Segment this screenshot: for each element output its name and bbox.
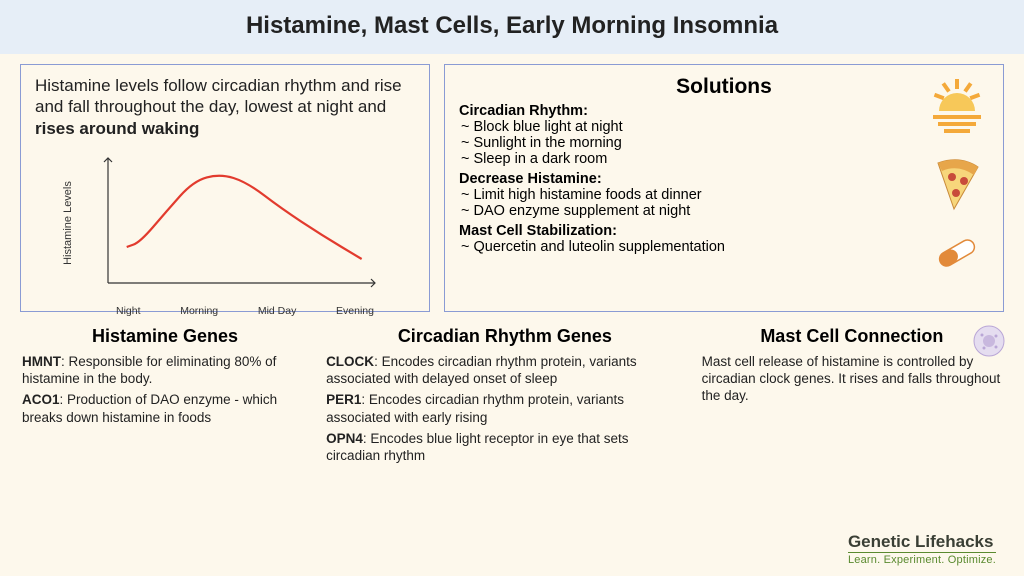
gene-opn4: OPN4: Encodes blue light receptor in eye… [326,430,684,465]
sol-heading-0: Circadian Rhythm: [459,103,879,119]
gene-clock: CLOCK: Encodes circadian rhythm protein,… [326,353,684,388]
histamine-rhythm-panel: Histamine levels follow circadian rhythm… [20,64,430,312]
brand-tagline: Learn. Experiment. Optimize. [848,552,996,566]
histamine-chart: Histamine Levels Night Morning Mid Day E… [80,143,380,303]
solutions-title: Solutions [459,75,989,99]
intro-text: Histamine levels follow circadian rhythm… [35,75,415,139]
sol-item-1-1: ~ DAO enzyme supplement at night [461,203,879,219]
sol-heading-2: Mast Cell Stabilization: [459,223,879,239]
top-row: Histamine levels follow circadian rhythm… [0,54,1024,318]
mast-cell-title: Mast Cell Connection [702,326,1002,347]
circadian-genes-title: Circadian Rhythm Genes [326,326,684,347]
histamine-genes-title: Histamine Genes [22,326,308,347]
solutions-body: Circadian Rhythm: ~ Block blue light at … [459,103,879,255]
sol-item-0-2: ~ Sleep in a dark room [461,151,879,167]
chart-x-labels: Night Morning Mid Day Evening [110,305,380,317]
chart-y-label: Histamine Levels [62,181,74,265]
gene-hmnt: HMNT: Responsible for eliminating 80% of… [22,353,308,388]
gene-per1: PER1: Encodes circadian rhythm protein, … [326,391,684,426]
footer-brand: Genetic Lifehacks Learn. Experiment. Opt… [848,532,996,566]
sol-item-1-0: ~ Limit high histamine foods at dinner [461,187,879,203]
circadian-genes-col: Circadian Rhythm Genes CLOCK: Encodes ci… [326,326,684,469]
pill-icon [932,233,982,273]
cell-icon [972,324,1006,358]
intro-bold: rises around waking [35,119,199,138]
pizza-icon [932,157,982,211]
chart-svg [80,143,380,303]
histamine-genes-col: Histamine Genes HMNT: Responsible for el… [22,326,308,469]
x-label-1: Morning [180,305,218,317]
sol-heading-1: Decrease Histamine: [459,171,879,187]
intro-pre: Histamine levels follow circadian rhythm… [35,76,402,116]
sol-item-0-0: ~ Block blue light at night [461,119,879,135]
x-label-3: Evening [336,305,374,317]
page-title: Histamine, Mast Cells, Early Morning Ins… [0,12,1024,40]
sol-item-0-1: ~ Sunlight in the morning [461,135,879,151]
header-band: Histamine, Mast Cells, Early Morning Ins… [0,0,1024,54]
mast-cell-body: Mast cell release of histamine is contro… [702,353,1002,405]
solutions-icons [927,79,987,273]
mast-cell-col: Mast Cell Connection Mast cell release o… [702,326,1002,469]
solutions-panel: Solutions Circadian Rhythm: ~ Block blue… [444,64,1004,312]
x-label-2: Mid Day [258,305,297,317]
sun-icon [927,79,987,135]
gene-aco1: ACO1: Production of DAO enzyme - which b… [22,391,308,426]
bottom-row: Histamine Genes HMNT: Responsible for el… [0,318,1024,469]
sol-item-2-0: ~ Quercetin and luteolin supplementation [461,239,879,255]
x-label-0: Night [116,305,141,317]
brand-name: Genetic Lifehacks [848,532,996,552]
